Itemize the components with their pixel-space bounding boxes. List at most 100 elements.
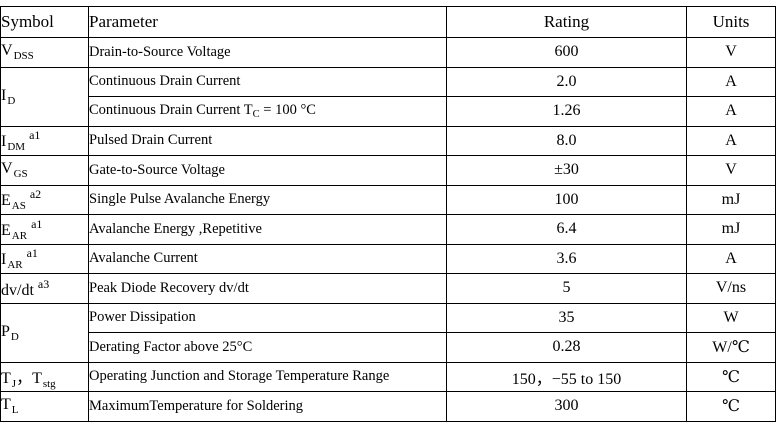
parameter-cell: Avalanche Energy ,Repetitive <box>88 214 447 245</box>
symbol-second: ，T <box>16 369 42 387</box>
symbol-main: E <box>1 221 11 239</box>
rating-cell: 0.28 <box>446 332 687 363</box>
symbol-subscript: AS <box>11 200 26 213</box>
parameter-cell: Avalanche Current <box>88 243 447 274</box>
parameter-cell: Peak Diode Recovery dv/dt <box>88 273 447 304</box>
symbol-main: I <box>1 86 7 104</box>
symbol-subscript: J <box>11 377 17 390</box>
units-cell: mJ <box>686 184 776 215</box>
units-cell: A <box>686 96 776 127</box>
parameter-cell: Derating Factor above 25°C <box>88 332 447 363</box>
parameter-cell: Pulsed Drain Current <box>88 125 447 156</box>
symbol-main: P <box>1 322 10 340</box>
table-row: ID Continuous Drain Current 2.0 A <box>0 66 776 127</box>
symbol-subscript: D <box>10 330 19 343</box>
table-row: Derating Factor above 25°C 0.28 W/℃ <box>1 332 776 363</box>
parameter-cell: Operating Junction and Storage Temperatu… <box>88 361 447 392</box>
parameter-cell: Single Pulse Avalanche Energy <box>88 184 447 215</box>
symbol-main: I <box>1 133 7 151</box>
units-cell: W/℃ <box>686 332 776 363</box>
table-row: PD Power Dissipation 35 W <box>0 302 776 363</box>
header-units: Units <box>686 6 776 38</box>
symbol-main: V <box>1 42 13 60</box>
parameter-cell: Continuous Drain Current <box>88 66 447 97</box>
table-row: VGS Gate-to-Source Voltage ±30 V <box>0 155 776 186</box>
header-symbol: Symbol <box>0 6 89 38</box>
symbol-cell: EARa1 <box>0 214 89 245</box>
symbol-main: T <box>1 396 11 414</box>
units-cell: V/ns <box>686 273 776 304</box>
symbol-cell: PD <box>0 302 89 363</box>
symbol-cell: VDSS <box>0 37 89 68</box>
symbol-cell: TJ，Tstg <box>0 361 89 392</box>
units-cell: ℃ <box>686 361 776 392</box>
table-row: IARa1 Avalanche Current 3.6 A <box>0 243 776 274</box>
parameter-text-suffix: = 100 °C <box>259 102 316 119</box>
table-row: IDMa1 Pulsed Drain Current 8.0 A <box>0 125 776 156</box>
rating-cell: 35 <box>446 302 687 333</box>
table-row: dv/dt a3 Peak Diode Recovery dv/dt 5 V/ns <box>0 273 776 304</box>
rating-cell: ±30 <box>446 155 687 186</box>
symbol-cell: ID <box>0 66 89 127</box>
parameter-subscript: C <box>252 109 260 121</box>
symbol-cell: IARa1 <box>0 243 89 274</box>
rating-cell: 8.0 <box>446 125 687 156</box>
table-row: EARa1 Avalanche Energy ,Repetitive 6.4 m… <box>0 214 776 245</box>
table-row: TL MaximumTemperature for Soldering 300 … <box>0 391 776 422</box>
symbol-second-subscript: stg <box>42 377 56 390</box>
parameter-cell: Continuous Drain Current TC = 100 °C <box>88 96 447 127</box>
symbol-footnote: a3 <box>37 276 50 291</box>
units-cell: mJ <box>686 214 776 245</box>
absolute-maximum-ratings-table: Symbol Parameter Rating Units VDSS Drain… <box>0 6 776 422</box>
header-rating: Rating <box>446 6 687 38</box>
units-cell: ℃ <box>686 391 776 422</box>
units-cell: W <box>686 302 776 333</box>
symbol-subscript: AR <box>7 259 23 272</box>
symbol-subscript: L <box>11 404 19 417</box>
symbol-cell: EASa2 <box>0 184 89 215</box>
table-row: TJ，Tstg Operating Junction and Storage T… <box>0 361 776 392</box>
header-row: Symbol Parameter Rating Units <box>0 6 776 38</box>
units-cell: A <box>686 243 776 274</box>
parameter-cell: Power Dissipation <box>88 302 447 333</box>
symbol-footnote: a1 <box>31 216 43 231</box>
parameter-cell: Drain-to-Source Voltage <box>88 37 447 68</box>
rating-cell: 2.0 <box>446 66 687 97</box>
rating-cell: 1.26 <box>446 96 687 127</box>
symbol-cell: TL <box>0 391 89 422</box>
rating-cell: 150，−55 to 150 <box>446 361 687 392</box>
symbol-subscript: AR <box>11 229 28 242</box>
parameter-text: Continuous Drain Current T <box>89 102 253 119</box>
symbol-footnote: a2 <box>29 187 42 202</box>
units-cell: A <box>686 125 776 156</box>
symbol-main: V <box>1 160 13 178</box>
rating-cell: 3.6 <box>446 243 687 274</box>
symbol-footnote: a1 <box>26 246 38 261</box>
table-row: Continuous Drain Current TC = 100 °C 1.2… <box>1 96 776 127</box>
symbol-cell: VGS <box>0 155 89 186</box>
rating-cell: 6.4 <box>446 214 687 245</box>
rating-cell: 600 <box>446 37 687 68</box>
table-row: VDSS Drain-to-Source Voltage 600 V <box>0 37 776 68</box>
symbol-main: I <box>1 251 7 269</box>
symbol-cell: IDMa1 <box>0 125 89 156</box>
header-parameter: Parameter <box>88 6 447 38</box>
symbol-cell: dv/dt a3 <box>0 273 89 304</box>
symbol-subscript: D <box>7 94 16 107</box>
rating-cell: 5 <box>446 273 687 304</box>
units-cell: V <box>686 37 776 68</box>
parameter-cell: Gate-to-Source Voltage <box>88 155 447 186</box>
symbol-subscript: GS <box>13 168 28 181</box>
rating-cell: 100 <box>446 184 687 215</box>
symbol-subscript: DM <box>7 141 26 154</box>
symbol-main: T <box>1 369 11 387</box>
symbol-main: dv/dt <box>1 281 34 299</box>
symbol-footnote: a1 <box>29 128 41 143</box>
symbol-main: E <box>1 192 11 210</box>
table-row: EASa2 Single Pulse Avalanche Energy 100 … <box>0 184 776 215</box>
symbol-subscript: DSS <box>13 50 34 63</box>
units-cell: A <box>686 66 776 97</box>
parameter-cell: MaximumTemperature for Soldering <box>88 391 447 422</box>
rating-cell: 300 <box>446 391 687 422</box>
units-cell: V <box>686 155 776 186</box>
